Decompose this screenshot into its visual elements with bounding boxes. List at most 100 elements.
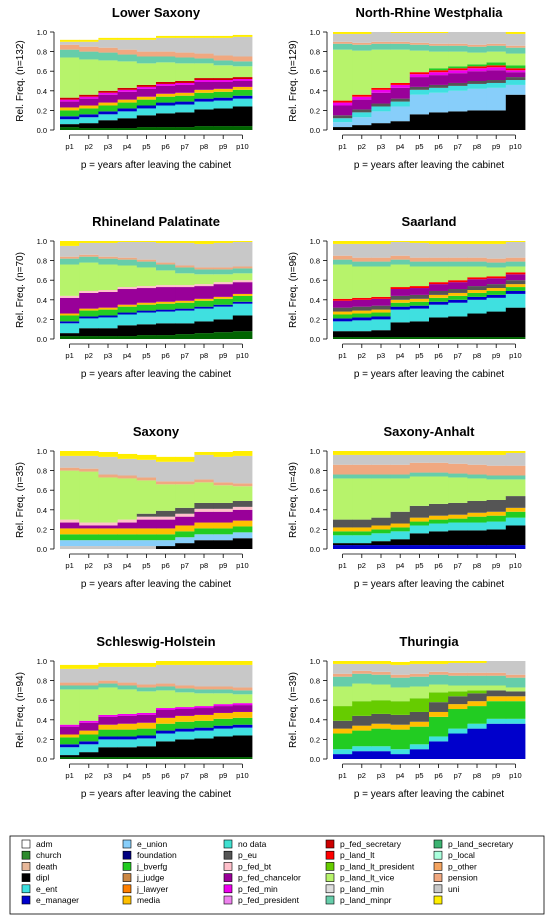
bar-segment: [429, 112, 449, 130]
bar-segment: [232, 66, 253, 78]
legend-item: death: [21, 861, 58, 871]
bar-segment: [194, 540, 214, 549]
bar-segment: [448, 704, 468, 710]
legend-label: foundation: [137, 850, 177, 860]
legend-label: e_union: [137, 839, 168, 849]
bar-segment: [448, 477, 468, 503]
bar-segment: [429, 45, 449, 52]
bar-segment: [156, 730, 176, 734]
bar-segment: [352, 683, 372, 702]
bar-segment: [175, 334, 195, 339]
stacked-bar: [486, 32, 507, 130]
bar-segment: [429, 290, 449, 295]
bar-segment: [505, 65, 526, 69]
bar-segment: [486, 723, 507, 759]
bar-segment: [429, 716, 449, 737]
bar-segment: [505, 287, 526, 291]
bar-segment: [486, 690, 507, 697]
stacked-bar: [194, 241, 214, 339]
bar-segment: [98, 736, 118, 740]
x-axis-label: p = years after leaving the cabinet: [81, 160, 232, 171]
bar-segment: [136, 757, 157, 759]
bar-segment: [117, 102, 138, 109]
bar-segment: [409, 337, 430, 339]
bar-segment: [98, 540, 118, 547]
x-tick-label: p10: [509, 351, 522, 360]
bar-segment: [232, 282, 253, 294]
bar-segment: [409, 686, 430, 699]
chart-panel: Saxony 0.0 0.2 0.4 0.6 0.8 1.0 Rel. Freq. (n=35…: [15, 424, 253, 590]
bar-segment: [194, 720, 214, 728]
bar-segment: [429, 515, 449, 520]
bar-segment: [505, 80, 526, 85]
bar-segment: [79, 96, 99, 99]
bar-segment: [194, 451, 214, 455]
bar-segment: [409, 525, 430, 534]
bar-segment: [333, 527, 353, 532]
bar-segment: [333, 545, 353, 549]
bar-segment: [136, 288, 157, 303]
bar-segment: [448, 728, 468, 734]
bar-segment: [505, 261, 526, 267]
bar-segment: [175, 664, 195, 686]
legend-label: p_land_lt_president: [340, 861, 415, 871]
y-axis-label: Rel. Freq. (n=70): [15, 252, 26, 328]
bar-segment: [79, 734, 99, 742]
bar-segment: [232, 241, 253, 267]
bar-segment: [213, 451, 234, 457]
bar-segment: [60, 734, 80, 738]
bar-segment: [60, 57, 80, 98]
x-axis-label: p = years after leaving the cabinet: [354, 789, 505, 800]
stacked-bar: [156, 241, 176, 339]
bar-segment: [213, 37, 234, 56]
bar-segment: [175, 323, 195, 335]
stacked-bar: [79, 664, 99, 759]
y-tick-label: 1.0: [37, 447, 47, 456]
bar-segment: [136, 86, 157, 89]
y-tick-label: 1.0: [310, 28, 320, 37]
bar-segment: [213, 502, 234, 509]
bar-segment: [505, 45, 526, 48]
bar-segment: [371, 296, 391, 299]
y-tick-label: 0.8: [37, 48, 47, 57]
bar-segment: [505, 284, 526, 288]
bar-segment: [333, 720, 353, 729]
bar-segment: [156, 717, 176, 724]
bar-segment: [117, 257, 138, 260]
bar-segment: [117, 91, 138, 100]
bar-segment: [409, 89, 430, 95]
bar-segment: [194, 109, 214, 127]
legend-swatch: [325, 839, 335, 849]
bar-segment: [429, 301, 449, 305]
bar-segment: [98, 522, 118, 526]
x-tick-label: p8: [473, 561, 481, 570]
bar-segment: [232, 690, 253, 695]
legend-swatch: [325, 862, 335, 871]
bar-segment: [194, 306, 214, 309]
bar-segment: [333, 127, 353, 130]
bar-segment: [467, 500, 487, 513]
bar-segment: [136, 454, 157, 460]
bar-segment: [486, 70, 507, 81]
bar-segment: [409, 32, 430, 33]
stacked-bar: [194, 451, 214, 549]
bar-segment: [448, 295, 468, 300]
bar-segment: [60, 546, 80, 549]
bar-segment: [352, 320, 372, 332]
bar-segment: [194, 58, 214, 64]
bar-segment: [429, 741, 449, 759]
bar-segment: [60, 668, 80, 683]
bar-segment: [505, 68, 526, 71]
bar-segment: [98, 111, 118, 115]
bar-segment: [333, 243, 353, 256]
bar-segment: [98, 120, 118, 129]
bar-segment: [60, 127, 80, 130]
x-tick-label: p9: [219, 561, 227, 570]
bar-segment: [156, 510, 176, 517]
bar-segment: [409, 298, 430, 302]
bar-segment: [505, 718, 526, 724]
x-tick-label: p2: [85, 351, 93, 360]
stacked-bar: [136, 37, 157, 130]
bar-segment: [156, 35, 176, 38]
bar-segment: [352, 701, 372, 716]
